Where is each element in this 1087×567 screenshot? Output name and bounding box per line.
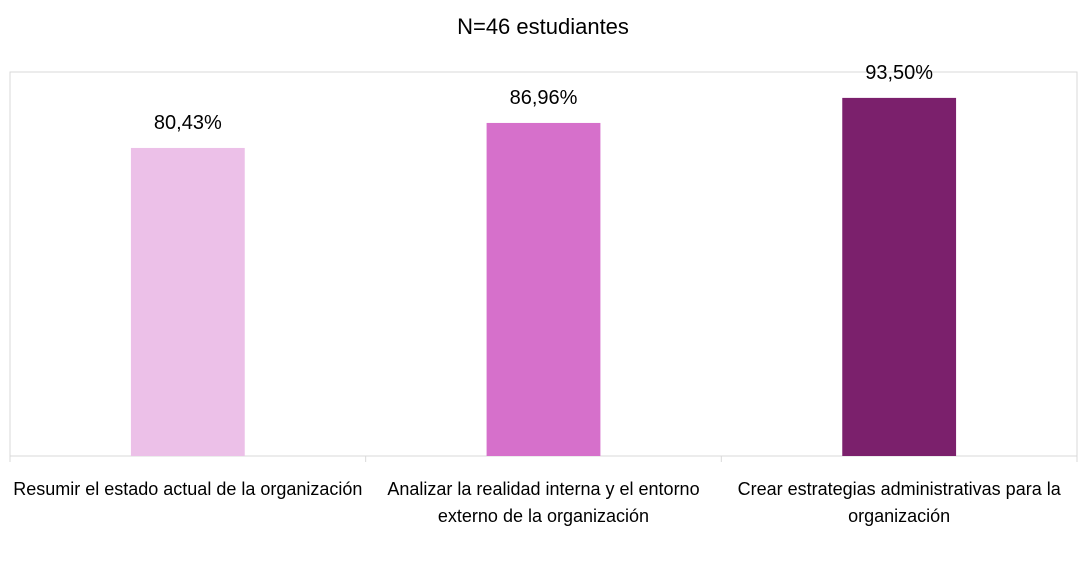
- x-tick-label: Crear estrategias administrativas para l…: [737, 479, 1061, 526]
- value-label: 86,96%: [510, 87, 578, 109]
- value-label: 80,43%: [154, 112, 222, 134]
- bar: [130, 147, 245, 456]
- bar: [486, 122, 601, 456]
- x-tick-label: Analizar la realidad interna y el entorn…: [387, 479, 700, 526]
- chart-title: N=46 estudiantes: [457, 14, 629, 39]
- bar: [842, 97, 957, 457]
- value-label: 93,50%: [865, 62, 933, 84]
- x-tick-label: Resumir el estado actual de la organizac…: [13, 479, 363, 499]
